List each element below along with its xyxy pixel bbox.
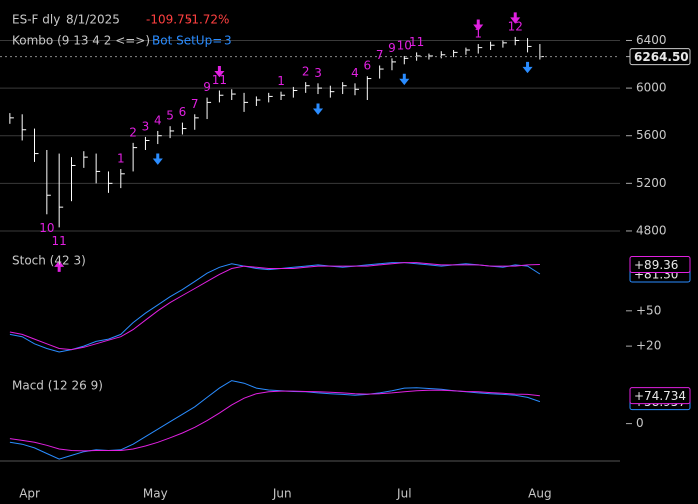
plot bbox=[0, 36, 632, 460]
y-tick-label: 6400 bbox=[636, 33, 667, 47]
indicator-line bbox=[9, 262, 540, 351]
setup-count-label: 10 bbox=[39, 221, 54, 235]
setup-count-label: 1 bbox=[117, 152, 125, 166]
signal-arrow bbox=[214, 65, 225, 78]
signal-arrow bbox=[152, 153, 163, 165]
value-label: +74.734 bbox=[634, 389, 686, 403]
change-pct: -1.72% bbox=[187, 13, 229, 27]
y-tick-label: 5600 bbox=[636, 128, 667, 142]
symbol: ES-F dly bbox=[12, 13, 60, 27]
value-box bbox=[629, 48, 691, 66]
setup-count-label: 2 bbox=[302, 65, 310, 79]
change: -109.75 bbox=[146, 13, 192, 27]
signal-arrow bbox=[399, 73, 410, 86]
panel-title: Macd (12 26 9) bbox=[12, 379, 103, 393]
value-label: +89.36 bbox=[634, 258, 678, 272]
setup-count-label: 9 bbox=[388, 41, 396, 55]
setup-count-label: 7 bbox=[191, 97, 199, 111]
x-tick-label: Aug bbox=[528, 487, 551, 501]
setup-count-label: 3 bbox=[142, 119, 150, 133]
value-label: 6264.50 bbox=[634, 50, 689, 64]
signal-arrow bbox=[522, 61, 533, 74]
setup-label: Bot SetUp= bbox=[152, 34, 222, 48]
study-name: Kombo (9 13 4 2 <=>) bbox=[12, 34, 150, 48]
setup-count-label: 11 bbox=[212, 73, 227, 87]
signal-arrow bbox=[312, 103, 324, 115]
x-tick-label: Apr bbox=[19, 487, 40, 501]
setup-count-label: 11 bbox=[52, 234, 67, 248]
y-tick-label: +20 bbox=[636, 339, 661, 353]
signal-arrow bbox=[54, 260, 65, 272]
setup-count: 3 bbox=[224, 34, 232, 48]
setup-count-label: 4 bbox=[351, 66, 359, 80]
setup-count-label: 6 bbox=[179, 105, 187, 119]
setup-count-label: 1 bbox=[474, 27, 482, 41]
y-tick-label: 0 bbox=[636, 416, 644, 430]
date: 8/1/2025 bbox=[66, 13, 120, 27]
y-tick-label: 4800 bbox=[636, 223, 667, 237]
x-tick-label: Jul bbox=[396, 487, 411, 501]
signal-arrow bbox=[510, 12, 521, 24]
setup-count-label: 11 bbox=[409, 35, 424, 49]
value-box bbox=[629, 387, 691, 405]
setup-count-label: 3 bbox=[314, 66, 322, 80]
setup-count-label: 12 bbox=[508, 19, 523, 33]
setup-count-label: 1 bbox=[277, 74, 285, 88]
setup-count-label: 5 bbox=[166, 109, 174, 123]
setup-count-label: 6 bbox=[363, 59, 371, 73]
y-tick-label: 5200 bbox=[636, 176, 667, 190]
setup-count-label: 7 bbox=[376, 48, 384, 62]
value-box bbox=[629, 256, 691, 274]
panel-title: Stoch (42 3) bbox=[12, 254, 86, 268]
signal-arrow bbox=[473, 19, 484, 31]
y-tick-label: 6000 bbox=[636, 81, 667, 95]
indicator-line bbox=[9, 389, 540, 452]
setup-count-label: 2 bbox=[129, 125, 137, 139]
x-tick-label: Jun bbox=[272, 487, 292, 501]
setup-count-label: 9 bbox=[203, 80, 211, 94]
labels: Apr May Jun Jul Aug4800520056006000640010111… bbox=[19, 12, 691, 501]
setup-count-label: 4 bbox=[154, 113, 162, 127]
x-tick-label: May bbox=[143, 487, 168, 501]
y-tick-label: +50 bbox=[636, 303, 661, 317]
setup-count-label: 10 bbox=[397, 38, 412, 52]
